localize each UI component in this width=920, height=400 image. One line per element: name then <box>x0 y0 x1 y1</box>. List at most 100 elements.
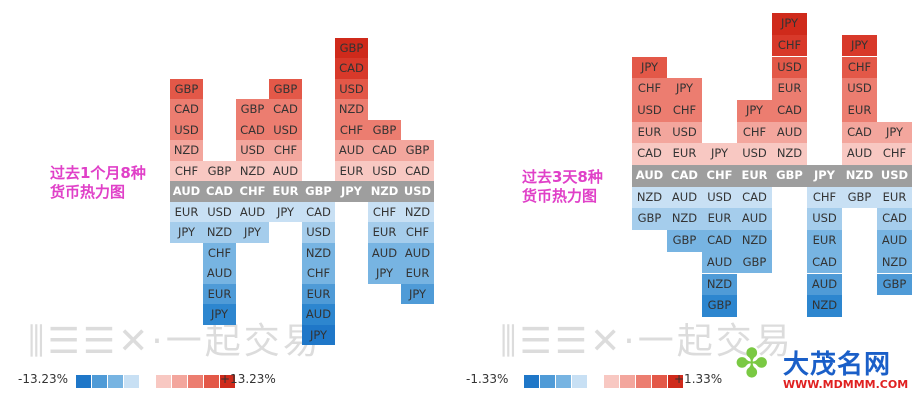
column-header-aud: AUD <box>170 181 203 202</box>
heat-cell: JPY <box>842 34 877 57</box>
heat-cell: AUD <box>842 143 877 165</box>
heat-cell: CHF <box>807 186 842 209</box>
heat-cell: GBP <box>368 119 401 140</box>
legend-swatch-positive <box>204 375 219 388</box>
heat-cell: CHF <box>772 34 807 57</box>
heat-cell: NZD <box>203 222 236 243</box>
heat-cell: AUD <box>302 304 335 325</box>
legend-swatch-positive <box>636 375 651 388</box>
heat-cell: JPY <box>401 283 434 304</box>
column-header-aud: AUD <box>632 165 667 187</box>
heat-cell: EUR <box>335 160 368 181</box>
heat-cell: NZD <box>236 160 269 181</box>
heat-cell: USD <box>842 78 877 100</box>
legend-swatch-positive <box>668 375 683 388</box>
heat-cell: AUD <box>335 140 368 161</box>
heat-cell: GBP <box>842 186 877 209</box>
legend-swatch-positive <box>188 375 203 388</box>
heat-cell: AUD <box>269 160 302 181</box>
heat-cell: AUD <box>877 230 912 252</box>
heat-cell: CAD <box>170 99 203 120</box>
column-header-gbp: GBP <box>772 165 807 187</box>
legend-swatch-positive <box>620 375 635 388</box>
heat-cell: AUD <box>368 242 401 263</box>
heat-cell: JPY <box>737 99 772 122</box>
heat-cell: CAD <box>632 143 667 165</box>
heat-cell: GBP <box>632 208 667 231</box>
heat-cell: NZD <box>737 230 772 252</box>
heat-cell: EUR <box>842 99 877 122</box>
heat-cell: CHF <box>203 242 236 263</box>
column-header-eur: EUR <box>737 165 772 187</box>
heat-cell: GBP <box>170 78 203 99</box>
legend-swatch-negative <box>524 375 539 388</box>
panel-title-line-1: 过去1个月8种 <box>50 164 146 182</box>
heat-cell: CHF <box>368 201 401 222</box>
heat-cell: EUR <box>170 201 203 222</box>
column-header-cad: CAD <box>203 181 236 202</box>
heat-cell: CHF <box>737 121 772 144</box>
legend-swatch-positive <box>156 375 171 388</box>
heat-cell: GBP <box>236 99 269 120</box>
heat-cell: GBP <box>702 295 737 317</box>
heat-cell: NZD <box>170 140 203 161</box>
legend-swatch-positive <box>220 375 235 388</box>
heat-cell: NZD <box>632 186 667 209</box>
legend-swatch-negative <box>556 375 571 388</box>
site-logo: ✤ 大茂名网 WWW.MDMMM.COM <box>735 340 920 400</box>
legend-swatch-negative <box>572 375 587 388</box>
heat-cell: CHF <box>877 143 912 165</box>
heat-cell: CHF <box>632 78 667 100</box>
heat-cell: JPY <box>203 304 236 325</box>
heat-cell: AUD <box>203 263 236 284</box>
watermark-text: ⫼☰☰✕·一起交易 <box>500 321 794 362</box>
heat-cell: JPY <box>302 324 335 345</box>
heat-cell: CAD <box>401 160 434 181</box>
panel-title-line-2: 货币热力图 <box>522 187 598 205</box>
heat-cell: USD <box>368 160 401 181</box>
panel-title: 过去1个月8种 货币热力图 <box>50 164 146 202</box>
heat-cell: CHF <box>170 160 203 181</box>
panel-title-line-2: 货币热力图 <box>50 183 126 201</box>
heat-cell: AUD <box>702 251 737 274</box>
heat-cell: CHF <box>401 222 434 243</box>
heat-cell: CHF <box>842 56 877 79</box>
column-header-cad: CAD <box>667 165 702 187</box>
column-header-usd: USD <box>877 165 912 187</box>
heat-cell: JPY <box>667 78 702 100</box>
heat-cell: NZD <box>772 143 807 165</box>
heat-cell: NZD <box>335 99 368 120</box>
heat-cell: GBP <box>335 37 368 58</box>
heat-cell: CAD <box>269 99 302 120</box>
heat-cell: NZD <box>877 251 912 274</box>
heat-cell: USD <box>335 78 368 99</box>
heat-cell: EUR <box>667 143 702 165</box>
column-header-nzd: NZD <box>368 181 401 202</box>
heat-cell: GBP <box>401 140 434 161</box>
heat-cell: USD <box>203 201 236 222</box>
heatmap-panel-1-month: ⫼☰☰✕·一起交易 过去1个月8种 货币热力图 AUD GBP CAD USD NZD C… <box>18 37 434 388</box>
heat-cell: JPY <box>269 201 302 222</box>
heat-cell: USD <box>236 140 269 161</box>
heat-cell: CAD <box>302 201 335 222</box>
heat-cell: CHF <box>302 263 335 284</box>
legend-min-label: -13.23% <box>18 372 69 386</box>
heat-cell: CHF <box>269 140 302 161</box>
heat-cell: CAD <box>842 121 877 144</box>
heat-cell: GBP <box>269 78 302 99</box>
heat-cell: NZD <box>702 273 737 296</box>
heat-cell: EUR <box>368 222 401 243</box>
heat-cell: NZD <box>807 295 842 317</box>
legend-max-label: +1.33% <box>674 372 723 386</box>
heat-cell: CAD <box>236 119 269 140</box>
heat-cell: CAD <box>877 208 912 231</box>
heat-cell: AUD <box>236 201 269 222</box>
column-header-jpy: JPY <box>807 165 842 187</box>
legend-max-label: +13.23% <box>220 372 276 386</box>
heat-cell: USD <box>807 208 842 231</box>
heat-cell: CAD <box>702 230 737 252</box>
heat-cell: CHF <box>335 119 368 140</box>
column-header-chf: CHF <box>702 165 737 187</box>
heat-cell: GBP <box>737 251 772 274</box>
heat-cell: JPY <box>368 263 401 284</box>
